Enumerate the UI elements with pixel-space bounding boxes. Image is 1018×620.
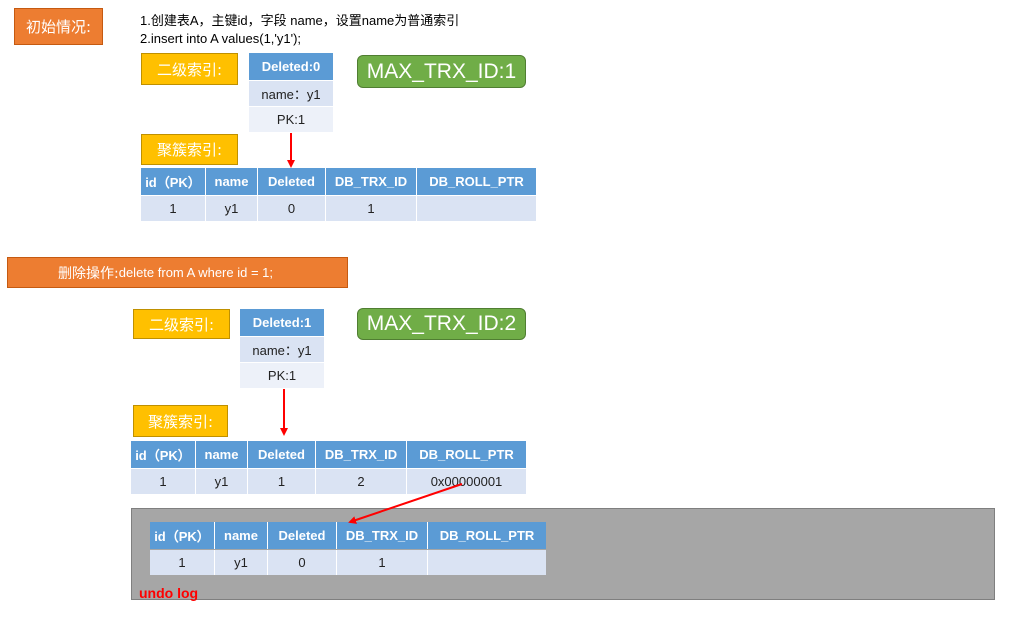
table-cell: 1 bbox=[248, 469, 316, 494]
delete-operation-label: 删除操作: bbox=[58, 265, 119, 282]
table-header: Deleted bbox=[258, 168, 326, 195]
secondary-index-label-1: 二级索引: bbox=[141, 53, 238, 85]
max-trx-id-badge-1: MAX_TRX_ID:1 bbox=[357, 55, 526, 88]
table-header: id（PK） bbox=[131, 441, 196, 468]
desc-line-2: 2.insert into A values(1,'y1'); bbox=[140, 31, 302, 46]
table-cell: 0 bbox=[258, 196, 326, 221]
table-header: DB_ROLL_PTR bbox=[407, 441, 526, 468]
table-cell: 1 bbox=[326, 196, 417, 221]
table-cell: 1 bbox=[131, 469, 196, 494]
table-cell: y1 bbox=[215, 550, 268, 575]
table-header: Deleted bbox=[268, 522, 337, 549]
table-cell: 0x00000001 bbox=[407, 469, 526, 494]
table-cell: 0 bbox=[268, 550, 337, 575]
table-cell bbox=[428, 550, 546, 575]
arrow-roll-ptr-to-undo bbox=[348, 483, 463, 524]
table-header: id（PK） bbox=[141, 168, 206, 195]
table-cell: 1 bbox=[141, 196, 206, 221]
delete-sql: delete from A where id = 1; bbox=[118, 265, 274, 280]
undo-log-label: undo log bbox=[139, 585, 199, 601]
secondary-index-deleted-1: Deleted:0 bbox=[249, 53, 333, 80]
secondary-index-pk-1: PK:1 bbox=[249, 107, 333, 132]
table-header: DB_TRX_ID bbox=[337, 522, 428, 549]
table-cell: 2 bbox=[316, 469, 407, 494]
cluster-index-label-1: 聚簇索引: bbox=[141, 134, 238, 165]
table-cell: 1 bbox=[150, 550, 215, 575]
table-header: DB_TRX_ID bbox=[316, 441, 407, 468]
table-header: name bbox=[215, 522, 268, 549]
secondary-index-label-2: 二级索引: bbox=[133, 309, 230, 339]
table-cell bbox=[417, 196, 536, 221]
cluster-index-label-2: 聚簇索引: bbox=[133, 405, 228, 437]
secondary-index-name-2: name：y1 bbox=[240, 337, 324, 362]
table-cell: y1 bbox=[206, 196, 258, 221]
delete-operation-banner: 删除操作: delete from A where id = 1; bbox=[7, 257, 348, 288]
table-header: DB_ROLL_PTR bbox=[417, 168, 536, 195]
table-header: name bbox=[196, 441, 248, 468]
secondary-index-pk-2: PK:1 bbox=[240, 363, 324, 388]
table-header: id（PK） bbox=[150, 522, 215, 549]
table-header: Deleted bbox=[248, 441, 316, 468]
secondary-index-name-1: name：y1 bbox=[249, 81, 333, 106]
table-header: name bbox=[206, 168, 258, 195]
table-cell: 1 bbox=[337, 550, 428, 575]
desc-line-1: 1.创建表A，主键id，字段 name，设置name为普通索引 bbox=[140, 13, 460, 28]
table-header: DB_TRX_ID bbox=[326, 168, 417, 195]
table-header: DB_ROLL_PTR bbox=[428, 522, 546, 549]
max-trx-id-badge-2: MAX_TRX_ID:2 bbox=[357, 308, 526, 340]
initial-state-label: 初始情况: bbox=[14, 8, 103, 45]
secondary-index-deleted-2: Deleted:1 bbox=[240, 309, 324, 336]
initial-description: 1.创建表A，主键id，字段 name，设置name为普通索引 2.insert… bbox=[140, 12, 560, 48]
table-cell: y1 bbox=[196, 469, 248, 494]
